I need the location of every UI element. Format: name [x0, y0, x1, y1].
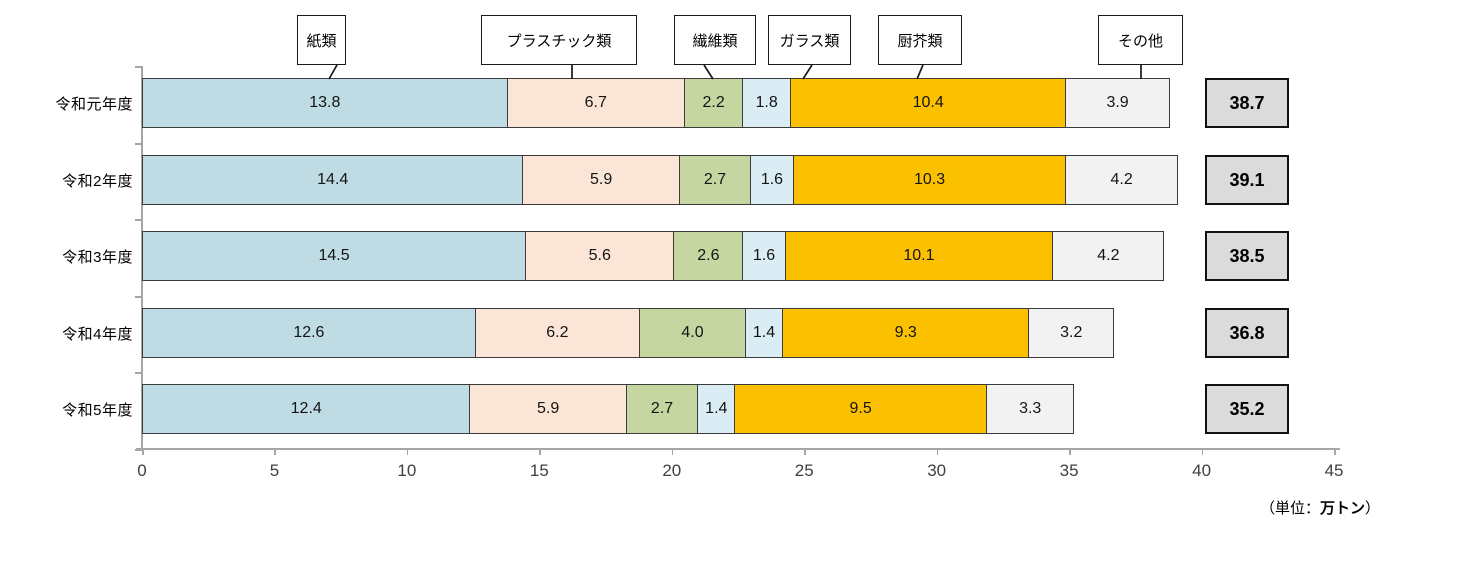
category-label: プラスチック類 [481, 15, 637, 65]
x-axis-tick [142, 448, 144, 455]
x-axis-tick-label: 10 [397, 461, 417, 480]
x-axis-tick [1201, 448, 1204, 455]
year-label: 令和2年度 [62, 172, 133, 190]
total-box: 38.5 [1205, 231, 1289, 281]
x-axis-tick [936, 448, 939, 455]
bar-segment: 1.4 [698, 384, 736, 434]
bar-segment: 10.3 [793, 155, 1067, 205]
bar-segment: 6.7 [507, 78, 686, 128]
bar-row: 13.8 6.7 2.2 1.8 10.4 3.9 [142, 78, 1170, 128]
category-label: 繊維類 [674, 15, 756, 65]
bar-segment: 2.6 [674, 231, 744, 281]
year-label: 令和5年度 [62, 401, 133, 419]
bar-segment: 10.1 [785, 231, 1054, 281]
bar-segment: 10.4 [790, 78, 1067, 128]
x-axis-tick-label: 45 [1324, 461, 1344, 480]
bar-segment: 3.2 [1029, 308, 1115, 358]
bar-segment: 12.6 [142, 308, 476, 358]
x-axis-tick-label: 15 [529, 461, 549, 480]
x-axis-tick [804, 448, 806, 455]
x-axis-tick-label: 20 [662, 461, 682, 480]
callout-connector-line [916, 64, 924, 80]
bar-segment: 4.2 [1053, 231, 1165, 281]
bar-segment: 2.7 [626, 384, 699, 434]
x-axis-tick [274, 448, 276, 455]
bar-segment: 2.7 [679, 155, 752, 205]
total-box: 39.1 [1205, 155, 1289, 205]
callout-connector-line [703, 64, 714, 80]
bar-row: 12.6 6.2 4.0 1.4 9.3 3.2 [142, 308, 1115, 358]
bar-segment: 5.9 [470, 384, 627, 434]
y-axis-tick [135, 66, 142, 68]
bar-segment: 1.8 [743, 78, 791, 128]
unit-label: （単位：万トン） [1260, 497, 1380, 518]
year-label: 令和3年度 [62, 248, 133, 266]
bar-segment: 4.0 [640, 308, 746, 358]
bar-segment: 12.4 [142, 384, 471, 434]
x-axis-line [136, 448, 1340, 450]
bar-segment: 14.4 [142, 155, 524, 205]
x-axis-tick [406, 448, 409, 455]
bar-segment: 3.3 [986, 384, 1075, 434]
bar-segment: 1.6 [751, 155, 794, 205]
callout-connector-line [802, 64, 813, 80]
unit-label-prefix: （単位： [1259, 500, 1320, 517]
y-axis-tick [135, 449, 142, 451]
bar-segment: 4.2 [1066, 155, 1178, 205]
year-label: 令和4年度 [62, 325, 133, 343]
bar-segment: 2.2 [685, 78, 744, 128]
bar-segment: 9.3 [783, 308, 1030, 358]
callout-connector-layer [328, 64, 1142, 80]
total-box: 35.2 [1205, 384, 1289, 434]
x-axis-tick-label: 5 [269, 461, 280, 480]
y-axis-tick [135, 296, 142, 298]
x-axis-tick [1334, 448, 1336, 455]
x-axis-tick-label: 25 [794, 461, 814, 480]
bar-segment: 3.9 [1066, 78, 1170, 128]
bar-segment: 9.5 [735, 384, 987, 434]
y-axis-tick [135, 219, 142, 221]
x-axis-tick-label: 35 [1059, 461, 1079, 480]
x-axis-tick-label: 40 [1192, 461, 1212, 480]
category-label: ガラス類 [768, 15, 851, 65]
unit-label-bold: 万トン [1319, 500, 1365, 517]
bar-segment: 1.6 [743, 231, 786, 281]
x-axis-tick-label: 0 [137, 461, 147, 480]
bar-row: 12.4 5.9 2.7 1.4 9.5 3.3 [142, 384, 1075, 434]
x-axis-tick [539, 448, 541, 455]
bar-segment: 1.4 [745, 308, 784, 358]
y-axis-tick [135, 143, 142, 145]
total-box: 38.7 [1205, 78, 1289, 128]
bar-segment: 6.2 [475, 308, 640, 358]
bar-segment: 5.9 [523, 155, 680, 205]
unit-label-suffix: ） [1364, 500, 1380, 517]
x-axis-tick [671, 448, 674, 455]
y-axis-tick [135, 372, 142, 374]
category-label: 紙類 [297, 15, 346, 65]
x-axis-tick [1069, 448, 1071, 455]
x-axis-tick-label: 30 [927, 461, 947, 480]
year-label: 令和元年度 [55, 95, 133, 113]
bar-segment: 13.8 [142, 78, 508, 128]
callout-connector-line [328, 64, 338, 80]
category-label: 厨芥類 [878, 15, 962, 65]
bar-row: 14.5 5.6 2.6 1.6 10.1 4.2 [142, 231, 1165, 281]
bar-row: 14.4 5.9 2.7 1.6 10.3 4.2 [142, 155, 1178, 205]
bar-segment: 14.5 [142, 231, 527, 281]
total-box: 36.8 [1205, 308, 1289, 358]
category-label: その他 [1098, 15, 1183, 65]
bar-segment: 5.6 [526, 231, 675, 281]
